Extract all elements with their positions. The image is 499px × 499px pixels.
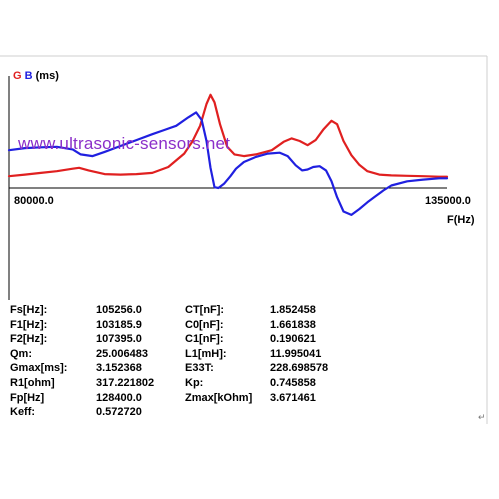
watermark-text: www.ultrasonic-sensors.net <box>18 134 231 153</box>
x-axis-label: F(Hz) <box>447 214 475 226</box>
legend-b: B <box>24 70 33 82</box>
series-b-line <box>7 111 449 216</box>
x-tick-max: 135000.0 <box>425 195 471 207</box>
param-label: Kp: <box>185 376 204 389</box>
param-value: 0.190621 <box>270 333 316 346</box>
param-label: R1[ohm] <box>10 376 55 389</box>
legend-unit: (ms) <box>35 70 59 82</box>
param-value: 25.006483 <box>96 347 148 360</box>
param-label: F2[Hz]: <box>10 333 48 346</box>
x-tick-min: 80000.0 <box>14 195 54 207</box>
param-value: 317.221802 <box>96 376 155 389</box>
param-value: 11.995041 <box>270 347 322 360</box>
param-value: 228.698578 <box>270 362 329 375</box>
param-label: L1[mH]: <box>185 347 227 360</box>
param-value: 0.572720 <box>96 406 142 419</box>
param-value: 3.671461 <box>270 391 316 404</box>
param-value: 128400.0 <box>96 391 142 404</box>
series-layer <box>7 93 449 216</box>
param-label: Zmax[kOhm] <box>185 391 253 404</box>
param-label: F1[Hz]: <box>10 318 48 331</box>
legend-g: G <box>13 70 22 82</box>
param-label: Fs[Hz]: <box>10 304 48 316</box>
return-mark: ↵ <box>478 412 486 422</box>
param-label: Qm: <box>10 347 32 360</box>
chart-legend: G B (ms) <box>13 70 59 82</box>
param-value: 103185.9 <box>96 318 142 331</box>
param-label: Fp[Hz] <box>10 391 45 404</box>
param-value: 1.852458 <box>270 304 316 316</box>
param-label: Keff: <box>10 406 36 419</box>
param-value: 107395.0 <box>96 333 142 346</box>
param-value: 0.745858 <box>270 376 316 389</box>
param-label: C1[nF]: <box>185 333 224 346</box>
param-value: 3.152368 <box>96 362 142 375</box>
param-label: Gmax[ms]: <box>10 362 68 375</box>
param-label: CT[nF]: <box>185 304 225 316</box>
param-label: C0[nF]: <box>185 318 224 331</box>
param-value: 1.661838 <box>270 318 316 331</box>
series-g-line <box>7 93 449 178</box>
param-label: E33T: <box>185 362 214 375</box>
param-value: 105256.0 <box>96 304 142 316</box>
